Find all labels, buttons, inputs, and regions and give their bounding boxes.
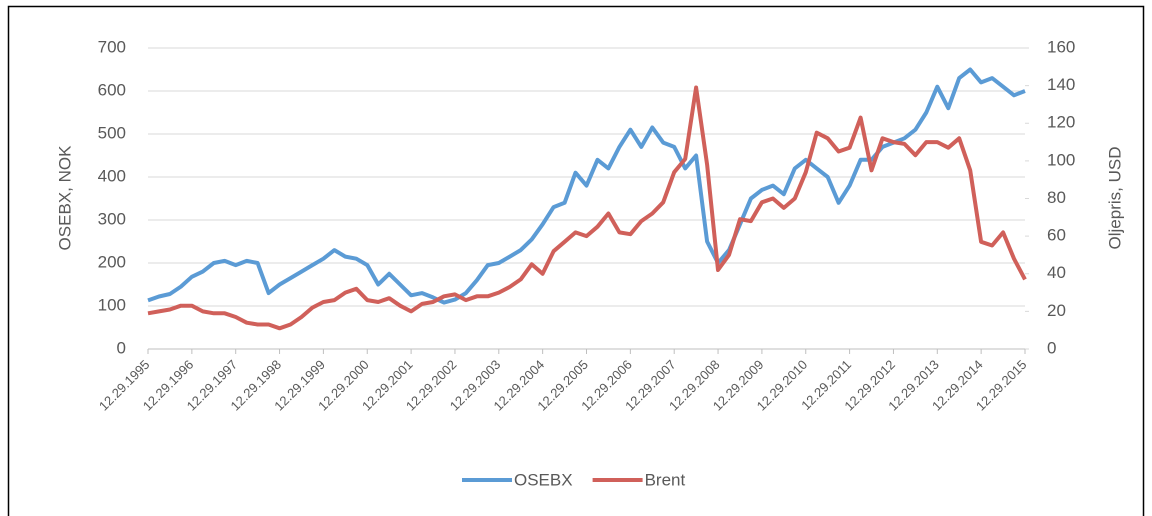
y2-tick-label: 20 — [1047, 301, 1066, 320]
y-tick-label: 700 — [98, 37, 126, 56]
series-line — [147, 67, 1026, 305]
legend-label: Brent — [645, 470, 686, 489]
y-axis-title: OSEBX, NOK — [55, 145, 74, 251]
legend-label: OSEBX — [514, 470, 573, 489]
y-tick-label: 300 — [98, 209, 126, 228]
y2-tick-label: 120 — [1047, 113, 1075, 132]
y-tick-label: 200 — [98, 252, 126, 271]
y-tick-label: 600 — [98, 80, 126, 99]
y2-tick-label: 40 — [1047, 263, 1066, 282]
y2-tick-label: 160 — [1047, 37, 1075, 56]
chart-frame — [7, 5, 1145, 516]
y2-tick-label: 100 — [1047, 150, 1075, 169]
y2-tick-label: 140 — [1047, 75, 1075, 94]
y-tick-label: 500 — [98, 123, 126, 142]
y2-tick-label: 80 — [1047, 188, 1066, 207]
y2-tick-label: 60 — [1047, 226, 1066, 245]
y-tick-label: 100 — [98, 295, 126, 314]
y-tick-label: 400 — [98, 166, 126, 185]
y-tick-label: 0 — [117, 338, 126, 357]
series-line — [147, 85, 1027, 331]
y2-axis-title: Oljepris, USD — [1105, 147, 1124, 250]
y2-tick-label: 0 — [1047, 338, 1056, 357]
